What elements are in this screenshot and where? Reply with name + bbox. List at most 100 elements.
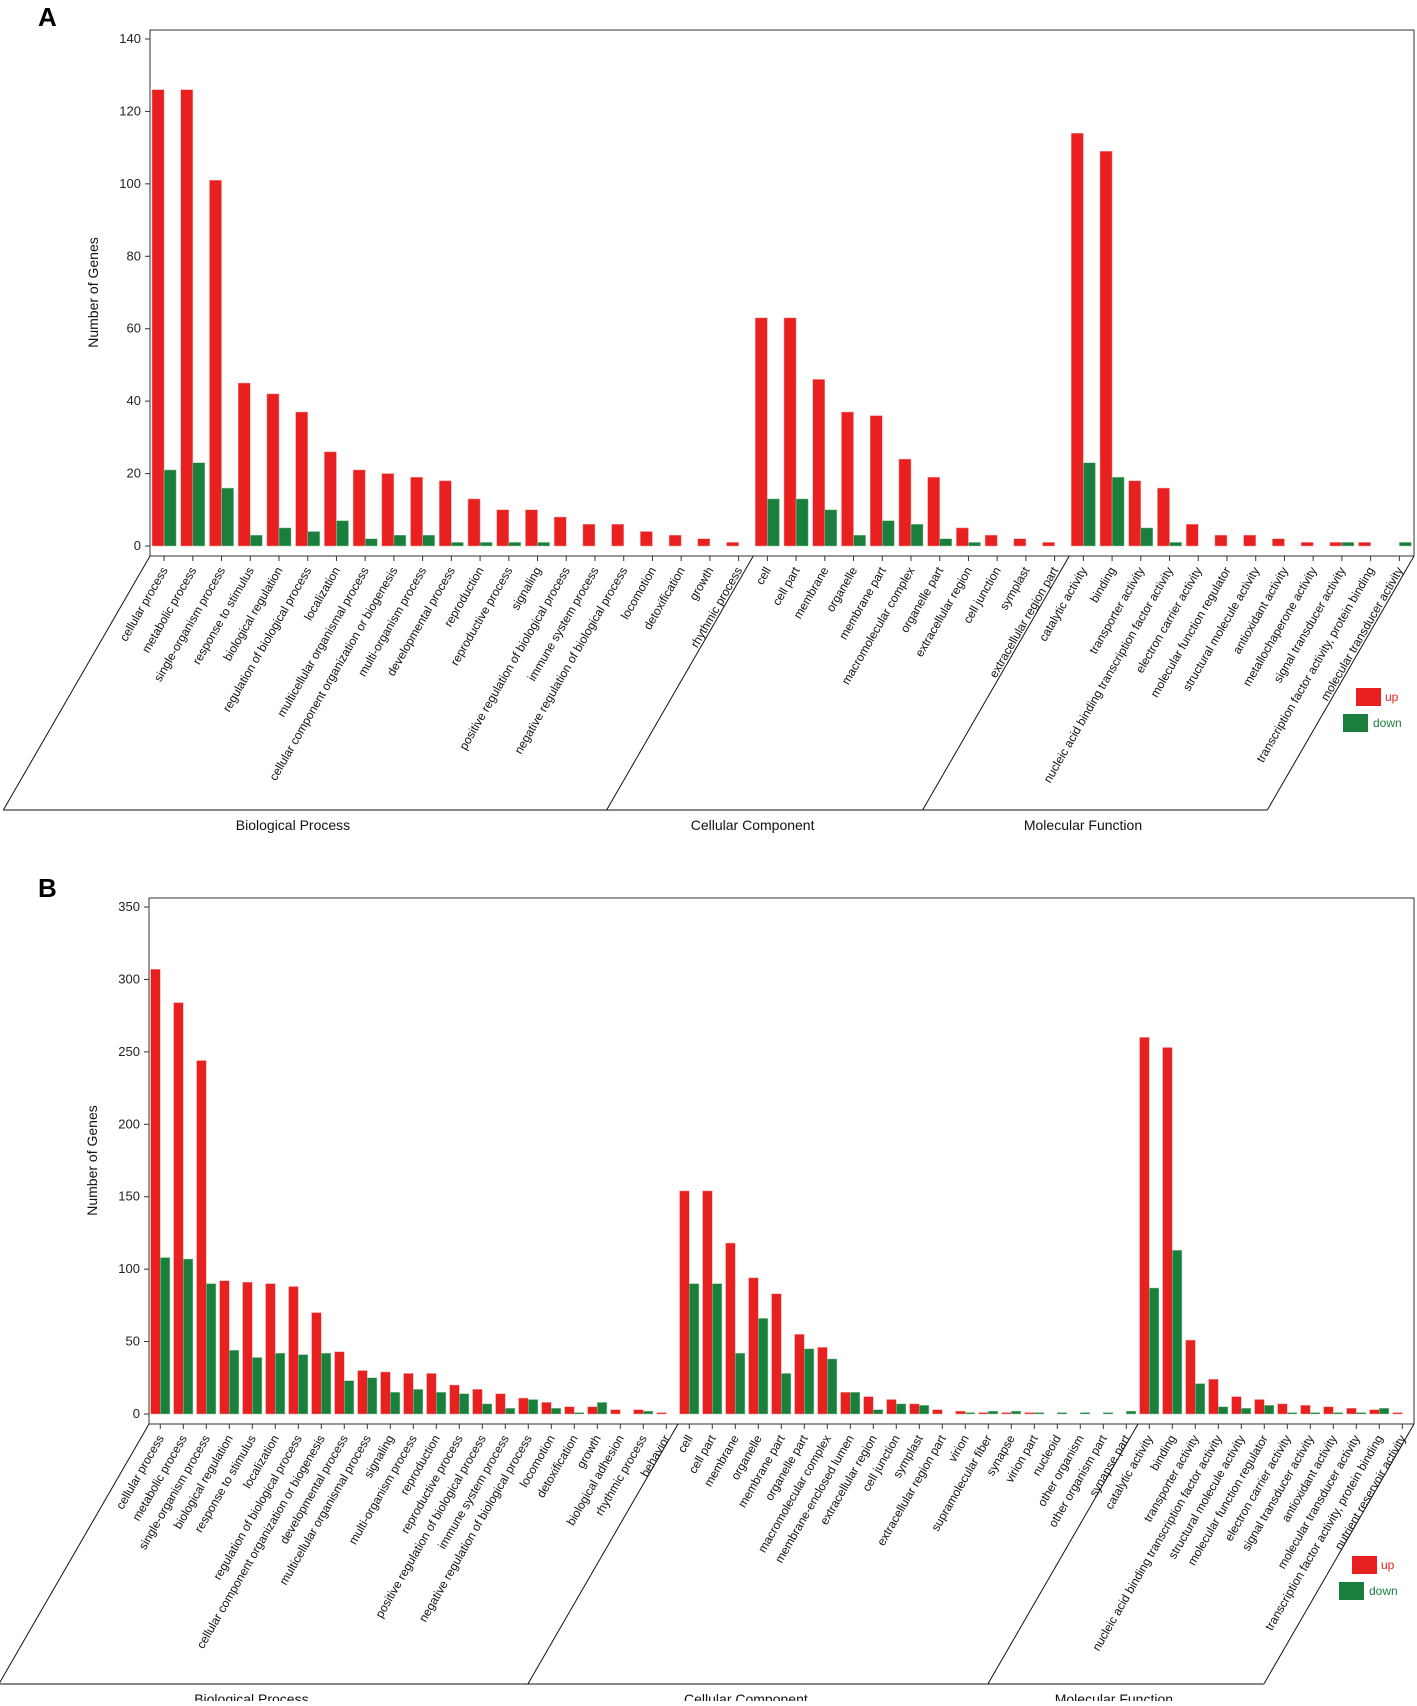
- bar-up: [381, 473, 395, 547]
- y-tick-label: 0: [133, 1406, 140, 1421]
- bar-up: [1272, 538, 1285, 547]
- category-label: binding: [1087, 565, 1118, 606]
- bar-up: [841, 411, 854, 547]
- bar-up: [151, 89, 165, 547]
- bar-up: [1139, 1037, 1150, 1415]
- y-tick-label: 140: [119, 31, 141, 46]
- bar-down: [804, 1348, 815, 1415]
- y-tick-label: 100: [118, 1261, 140, 1276]
- bar-down: [482, 1403, 493, 1415]
- legend-swatch-down: [1339, 1582, 1364, 1600]
- bar-down: [252, 1357, 263, 1415]
- bar-up: [311, 1312, 322, 1415]
- bar-down: [451, 542, 464, 547]
- bar-up: [410, 476, 423, 547]
- bar-up: [1001, 1412, 1012, 1415]
- category-label: cell: [675, 1433, 696, 1456]
- bar-down: [643, 1410, 654, 1415]
- bar-down: [1379, 1407, 1390, 1415]
- bar-down: [505, 1407, 516, 1415]
- bar-up: [611, 524, 624, 547]
- bar-down: [537, 542, 550, 547]
- bar-up: [1369, 1409, 1380, 1415]
- bar-up: [771, 1293, 782, 1415]
- bar-down: [1287, 1412, 1298, 1415]
- bar-up: [553, 516, 567, 547]
- bar-down: [336, 520, 349, 547]
- bar-down: [1264, 1405, 1275, 1415]
- bar-up: [1243, 534, 1256, 547]
- bar-down: [321, 1352, 332, 1415]
- bar-down: [206, 1283, 217, 1415]
- bar-up: [863, 1396, 874, 1415]
- bar-up: [1254, 1399, 1265, 1415]
- panel-label-a: A: [38, 2, 57, 32]
- bar-up: [748, 1277, 759, 1415]
- bar-up: [984, 534, 998, 547]
- bar-down: [163, 469, 177, 547]
- bar-up: [1042, 542, 1055, 547]
- bar-down: [413, 1389, 424, 1415]
- bar-down: [1111, 476, 1125, 547]
- legend-swatch-up: [1352, 1556, 1377, 1574]
- bar-down: [712, 1283, 723, 1415]
- bar-down: [298, 1354, 309, 1415]
- bar-down: [221, 487, 234, 547]
- y-tick-label: 50: [126, 1334, 140, 1349]
- group-label: Cellular Component: [684, 1691, 808, 1701]
- bar-up: [726, 542, 739, 547]
- bar-down: [459, 1393, 470, 1415]
- group-bracket-line: [987, 1423, 1139, 1685]
- y-tick-label: 100: [119, 176, 141, 191]
- bar-up: [1300, 1405, 1311, 1415]
- category-label: growth: [686, 565, 716, 603]
- bar-up: [357, 1370, 368, 1415]
- bar-down: [574, 1412, 585, 1415]
- bar-up: [324, 451, 337, 547]
- bar-up: [352, 469, 366, 547]
- bar-up: [679, 1190, 690, 1415]
- bar-down: [1011, 1410, 1022, 1415]
- bar-down: [1140, 527, 1154, 547]
- bar-down: [192, 462, 206, 547]
- bar-up: [265, 1283, 276, 1415]
- legend-label-up: up: [1381, 1558, 1395, 1572]
- group-label: Cellular Component: [691, 817, 815, 833]
- legend-label-up: up: [1385, 690, 1399, 704]
- bar-up: [288, 1286, 299, 1415]
- bar-up: [794, 1334, 805, 1415]
- bar-up: [334, 1351, 345, 1415]
- bar-down: [853, 534, 866, 547]
- y-axis-label: Number of Genes: [85, 237, 101, 348]
- bar-up: [668, 534, 682, 547]
- legend-swatch-up: [1356, 688, 1381, 706]
- bar-down: [1356, 1412, 1367, 1415]
- bar-down: [1126, 1410, 1137, 1415]
- bar-up: [495, 1393, 506, 1415]
- bar-up: [702, 1190, 713, 1415]
- y-tick-label: 250: [118, 1044, 140, 1059]
- bar-down: [735, 1352, 746, 1415]
- bar-down: [795, 498, 809, 547]
- group-bracket-line: [527, 1423, 679, 1685]
- bar-down: [910, 524, 924, 547]
- bar-up: [472, 1389, 483, 1415]
- bar-down: [1103, 1412, 1114, 1415]
- plot-frame: [149, 29, 1415, 556]
- bar-down: [508, 542, 522, 547]
- bar-up: [725, 1242, 736, 1415]
- bar-up: [295, 411, 308, 547]
- bar-up: [1231, 1396, 1242, 1415]
- legend-label-down: down: [1373, 716, 1402, 730]
- group-label: Molecular Function: [1024, 817, 1142, 833]
- bar-down: [367, 1377, 378, 1415]
- bar-up: [209, 179, 222, 547]
- bar-down: [1149, 1287, 1160, 1415]
- legend-swatch-down: [1343, 714, 1368, 732]
- bar-down: [250, 534, 263, 547]
- bar-up: [1277, 1403, 1288, 1415]
- bar-down: [1034, 1412, 1045, 1415]
- bar-down: [390, 1392, 401, 1415]
- bar-up: [467, 498, 481, 547]
